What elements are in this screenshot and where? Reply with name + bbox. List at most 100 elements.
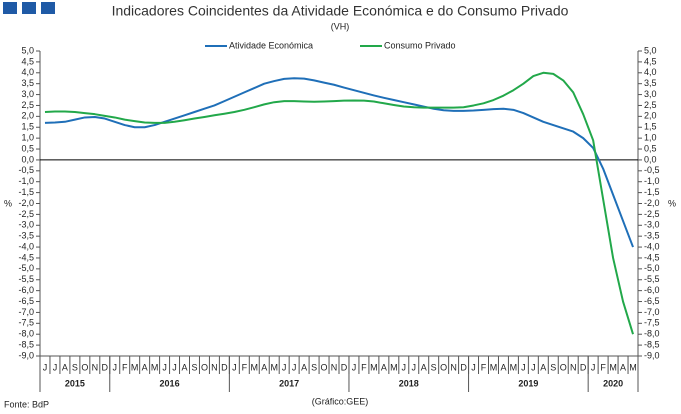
y-tick-label: 3,5 [21,78,34,88]
x-tick-label: A [620,362,626,372]
y-tick-label: -1,0 [18,176,34,186]
y-tick-label: -1,5 [18,187,34,197]
y2-tick-label: 1,5 [644,122,657,132]
x-tick-label: J [412,362,417,372]
y-tick-label: -5,0 [18,263,34,273]
x-tick-label: M [510,362,518,372]
x-tick-label: J [172,362,177,372]
x-tick-label: D [341,362,348,372]
y-tick-label: -7,5 [18,318,34,328]
year-label: 2020 [603,378,623,388]
y-tick-label: 0,0 [21,154,34,164]
x-tick-label: A [500,362,506,372]
y-tick-label: 5,0 [21,45,34,55]
x-tick-label: D [102,362,109,372]
y2-tick-label: -2,0 [644,198,660,208]
x-tick-label: M [131,362,139,372]
x-tick-label: D [580,362,587,372]
x-tick-label: J [232,362,237,372]
y2-axis-label: % [668,198,676,208]
y2-tick-label: 4,0 [644,67,657,77]
year-label: 2015 [65,378,85,388]
year-label: 2017 [279,378,299,388]
x-tick-label: M [609,362,617,372]
x-tick-label: J [591,362,596,372]
x-tick-label: J [471,362,476,372]
y-tick-label: 4,0 [21,67,34,77]
y-tick-label: -8,0 [18,329,34,339]
y2-tick-label: -1,0 [644,176,660,186]
x-tick-label: M [151,362,159,372]
x-tick-label: A [301,362,307,372]
x-tick-label: N [92,362,99,372]
y2-tick-label: 3,5 [644,78,657,88]
y2-tick-label: -1,5 [644,187,660,197]
x-tick-label: J [43,362,48,372]
x-tick-label: O [201,362,208,372]
year-label: 2016 [160,378,180,388]
x-tick-label: O [81,362,88,372]
x-tick-label: F [481,362,487,372]
y2-tick-label: -7,5 [644,318,660,328]
y-tick-label: -5,5 [18,274,34,284]
y2-tick-label: -8,5 [644,339,660,349]
x-tick-label: O [440,362,447,372]
credit: (Gráfico:GEE) [312,396,369,406]
y2-tick-label: -5,0 [644,263,660,273]
x-tick-label: J [352,362,357,372]
x-tick-label: J [521,362,526,372]
y2-tick-label: 2,5 [644,100,657,110]
x-tick-label: F [242,362,248,372]
y2-tick-label: -3,0 [644,220,660,230]
x-tick-label: A [62,362,68,372]
x-tick-label: A [421,362,427,372]
year-label: 2018 [399,378,419,388]
chart-title: Indicadores Coincidentes da Atividade Ec… [112,3,569,19]
y-tick-label: -7,0 [18,307,34,317]
logo-block [22,2,36,14]
y2-tick-label: 2,0 [644,111,657,121]
y2-tick-label: 1,0 [644,133,657,143]
y-tick-label: -3,5 [18,231,34,241]
x-tick-label: J [113,362,118,372]
y2-tick-label: -9,0 [644,350,660,360]
x-tick-label: S [72,362,78,372]
x-tick-label: J [282,362,287,372]
x-tick-label: M [629,362,637,372]
x-tick-label: N [211,362,218,372]
y2-tick-label: 3,0 [644,89,657,99]
y-tick-label: -2,5 [18,209,34,219]
y-tick-label: 4,5 [21,56,34,66]
x-tick-label: D [221,362,228,372]
logo-block [3,2,17,14]
x-tick-label: O [321,362,328,372]
legend-label: Atividade Económica [229,40,313,50]
x-tick-label: J [531,362,536,372]
x-tick-label: A [261,362,267,372]
y-tick-label: -9,0 [18,350,34,360]
x-tick-label: D [460,362,467,372]
x-tick-label: S [550,362,556,372]
y-tick-label: -0,5 [18,165,34,175]
year-label: 2019 [518,378,538,388]
y-tick-label: 1,5 [21,122,34,132]
y-tick-label: -3,0 [18,220,34,230]
y2-tick-label: -6,0 [644,285,660,295]
x-tick-label: O [560,362,567,372]
x-tick-label: N [570,362,577,372]
x-tick-label: M [490,362,498,372]
y-tick-label: 0,5 [21,143,34,153]
y-tick-label: -8,5 [18,339,34,349]
y-tick-label: -6,5 [18,296,34,306]
x-tick-label: J [162,362,167,372]
series-line [44,71,634,335]
x-tick-label: A [142,362,148,372]
y2-tick-label: -8,0 [644,329,660,339]
x-tick-label: J [53,362,58,372]
x-tick-label: M [270,362,278,372]
y-tick-label: -4,0 [18,241,34,251]
y-axis-label: % [4,198,12,208]
x-tick-label: M [251,362,259,372]
y2-tick-label: 4,5 [644,56,657,66]
